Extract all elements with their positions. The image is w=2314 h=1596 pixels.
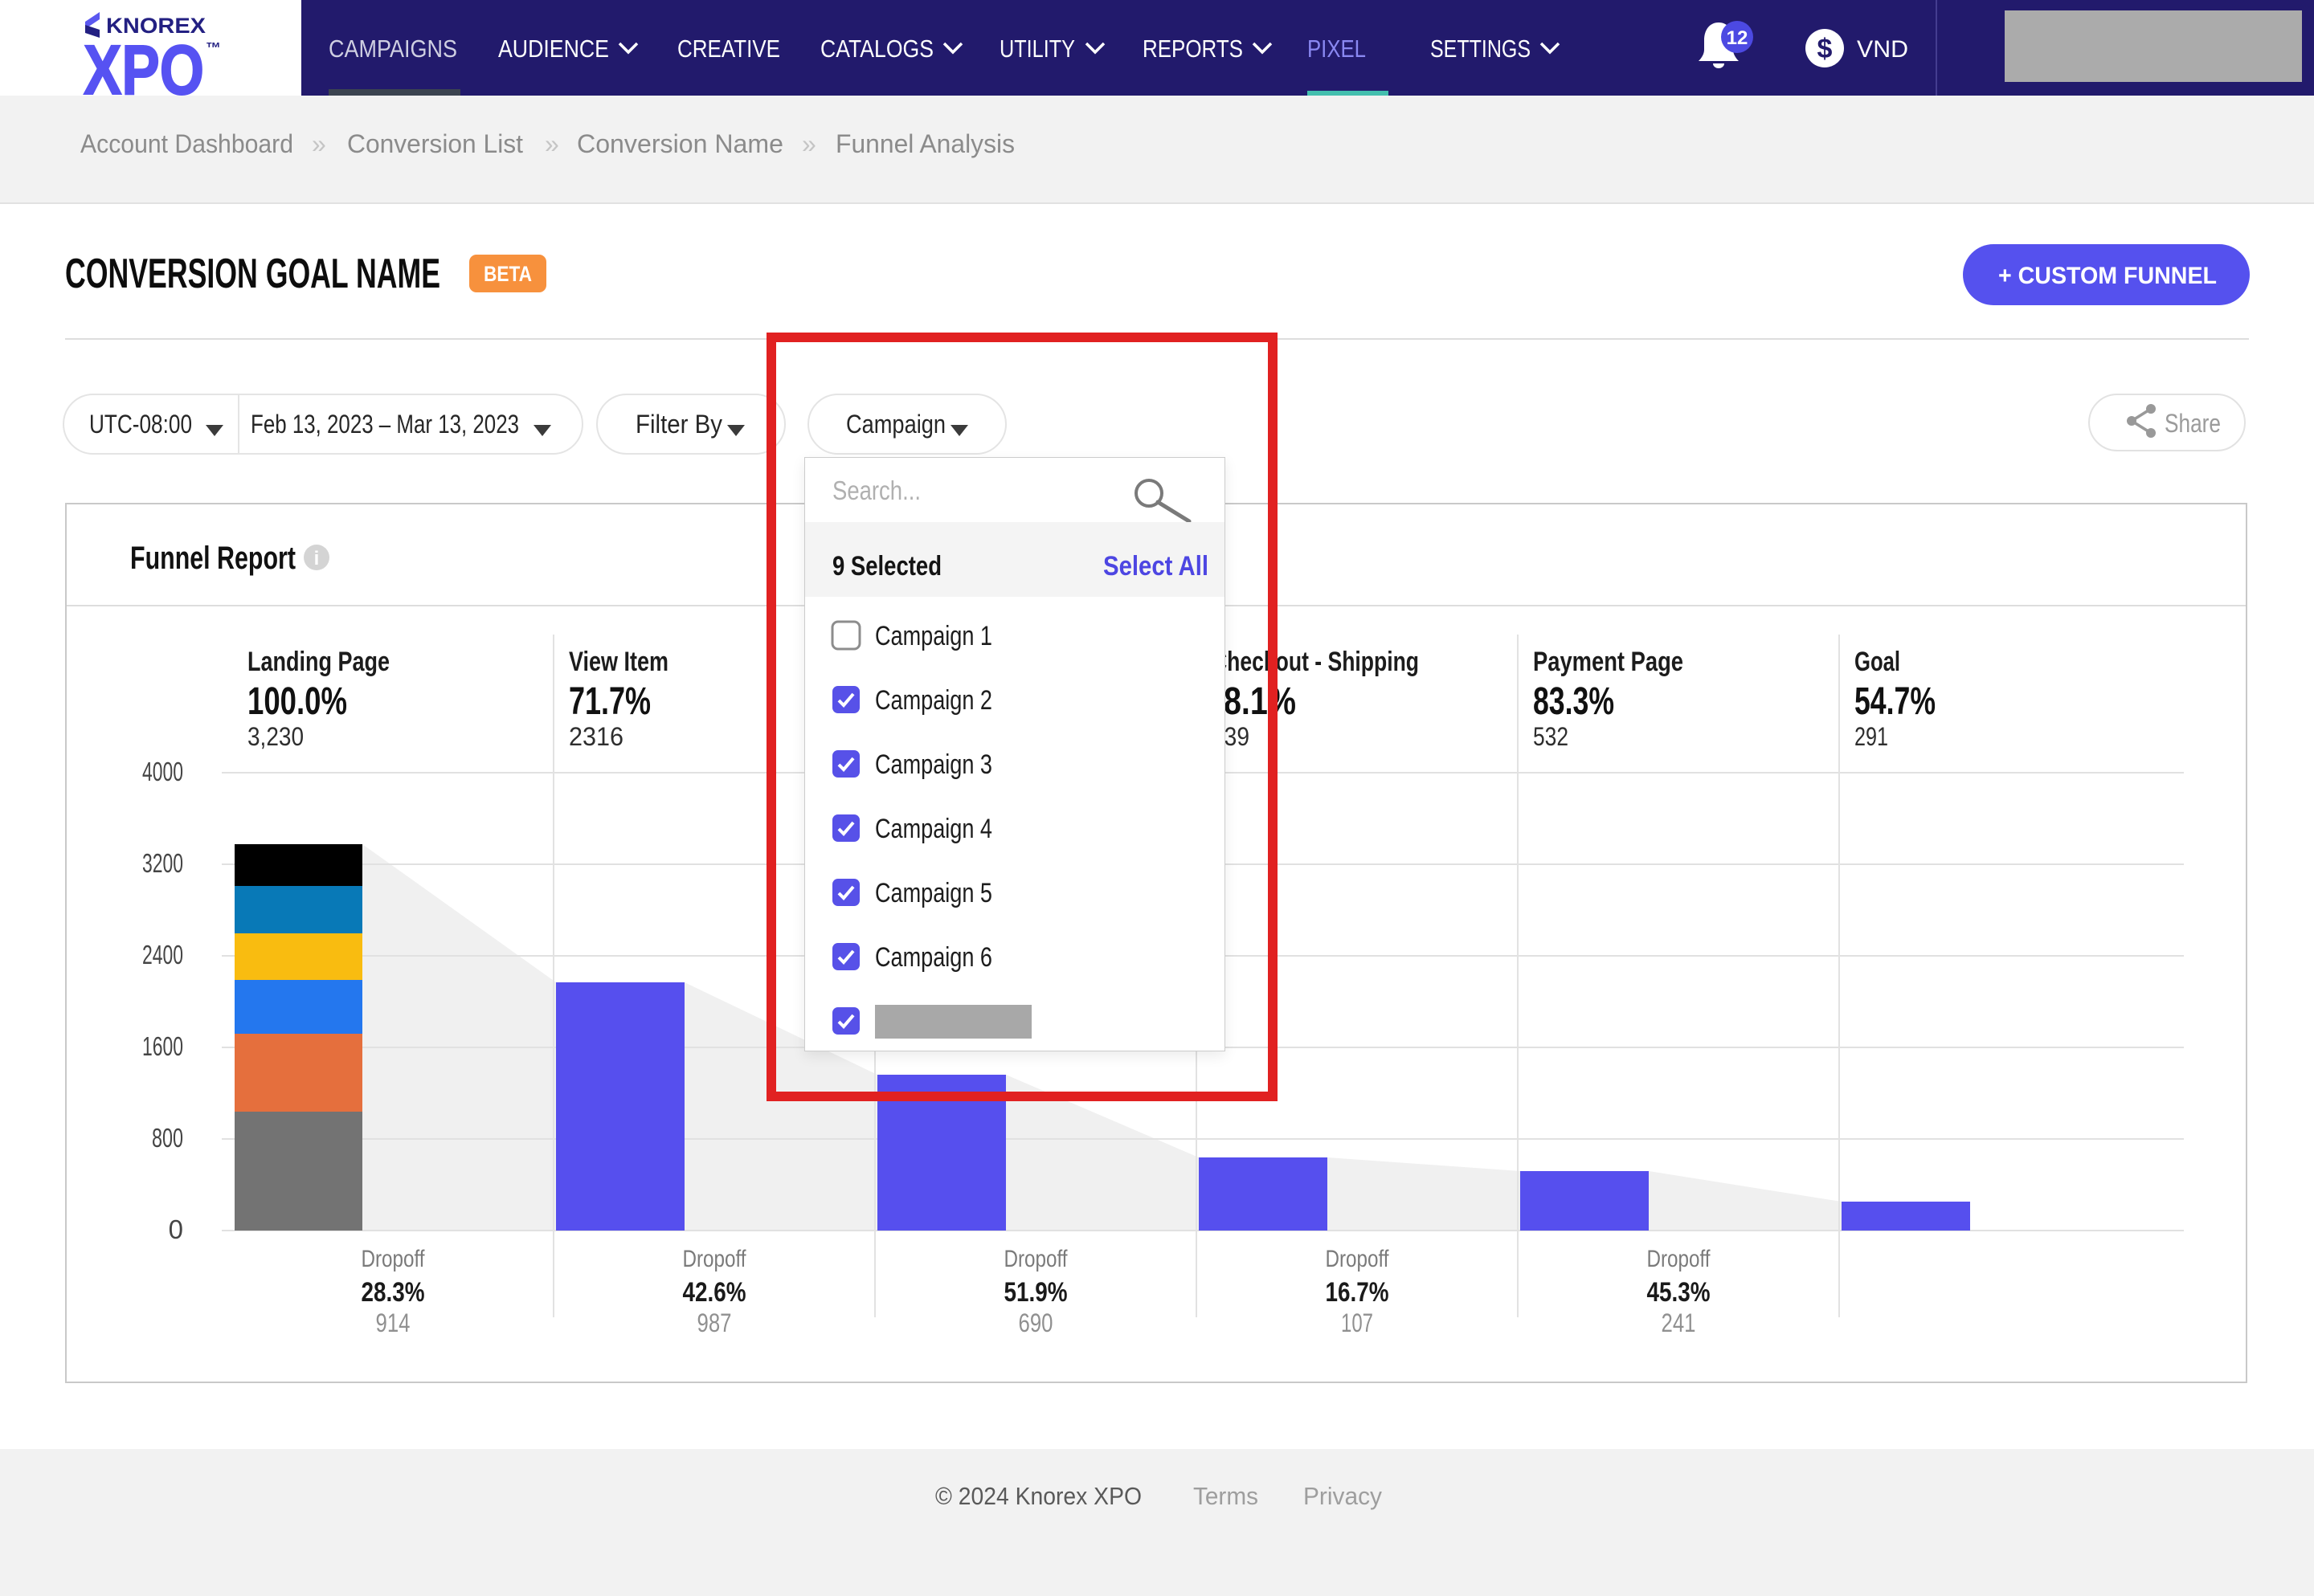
svg-text:51.9%: 51.9% bbox=[1004, 1277, 1068, 1308]
svg-text:+ CUSTOM FUNNEL: + CUSTOM FUNNEL bbox=[1998, 263, 2217, 289]
svg-text:71.7%: 71.7% bbox=[569, 680, 651, 723]
svg-text:690: 690 bbox=[1019, 1308, 1053, 1337]
svg-text:3,230: 3,230 bbox=[247, 722, 304, 751]
svg-text:KNOREX: KNOREX bbox=[106, 14, 206, 38]
svg-text:Campaign 1: Campaign 1 bbox=[875, 621, 992, 651]
svg-text:2316: 2316 bbox=[569, 722, 623, 751]
svg-text:241: 241 bbox=[1662, 1308, 1696, 1337]
svg-text:9 Selected: 9 Selected bbox=[832, 551, 942, 582]
svg-text:Privacy: Privacy bbox=[1303, 1482, 1382, 1510]
svg-text:Funnel Analysis: Funnel Analysis bbox=[836, 129, 1015, 158]
svg-text:Funnel Report: Funnel Report bbox=[130, 541, 296, 576]
svg-text:XPO: XPO bbox=[84, 31, 204, 109]
svg-text:PIXEL: PIXEL bbox=[1307, 35, 1366, 63]
svg-text:»: » bbox=[545, 129, 559, 158]
svg-text:Terms: Terms bbox=[1193, 1482, 1258, 1510]
svg-text:Checkout - Shipping: Checkout - Shipping bbox=[1212, 647, 1419, 677]
svg-text:987: 987 bbox=[697, 1308, 732, 1337]
svg-text:CATALOGS: CATALOGS bbox=[820, 35, 934, 63]
svg-text:Campaign 3: Campaign 3 bbox=[875, 749, 992, 780]
svg-text:Select All: Select All bbox=[1103, 551, 1208, 582]
svg-text:Dropoff: Dropoff bbox=[1004, 1246, 1069, 1272]
svg-text:Campaign: Campaign bbox=[846, 410, 946, 439]
svg-text:REPORTS: REPORTS bbox=[1143, 35, 1243, 63]
svg-text:CAMPAIGNS: CAMPAIGNS bbox=[329, 35, 457, 63]
svg-text:Campaign 2: Campaign 2 bbox=[875, 685, 992, 716]
svg-text:Dropoff: Dropoff bbox=[1326, 1246, 1390, 1272]
svg-text:12: 12 bbox=[1727, 27, 1748, 49]
svg-text:800: 800 bbox=[152, 1123, 183, 1153]
svg-text:Campaign 6: Campaign 6 bbox=[875, 942, 992, 973]
svg-text:291: 291 bbox=[1854, 722, 1888, 751]
svg-text:28.3%: 28.3% bbox=[362, 1277, 425, 1308]
svg-text:View Item: View Item bbox=[569, 647, 668, 677]
svg-text:UTC-08:00: UTC-08:00 bbox=[89, 410, 192, 439]
svg-text:™: ™ bbox=[206, 40, 221, 57]
svg-text:1600: 1600 bbox=[142, 1031, 183, 1061]
svg-text:CONVERSION GOAL NAME: CONVERSION GOAL NAME bbox=[65, 251, 440, 297]
svg-text:i: i bbox=[314, 548, 320, 569]
svg-text:107: 107 bbox=[1341, 1308, 1373, 1337]
svg-text:Conversion List: Conversion List bbox=[347, 129, 523, 158]
svg-text:83.3%: 83.3% bbox=[1533, 680, 1614, 723]
svg-text:Dropoff: Dropoff bbox=[362, 1246, 426, 1272]
svg-text:Search...: Search... bbox=[832, 476, 921, 505]
svg-text:BETA: BETA bbox=[484, 262, 532, 286]
svg-text:Account Dashboard: Account Dashboard bbox=[80, 129, 293, 158]
svg-text:Landing Page: Landing Page bbox=[247, 647, 390, 677]
svg-text:AUDIENCE: AUDIENCE bbox=[498, 35, 609, 63]
svg-text:45.3%: 45.3% bbox=[1647, 1277, 1711, 1308]
svg-text:4000: 4000 bbox=[142, 757, 183, 786]
svg-text:UTILITY: UTILITY bbox=[1000, 35, 1075, 63]
svg-text:42.6%: 42.6% bbox=[683, 1277, 746, 1308]
svg-text:54.7%: 54.7% bbox=[1854, 680, 1936, 723]
svg-text:Payment Page: Payment Page bbox=[1533, 647, 1683, 677]
svg-text:© 2024 Knorex XPO: © 2024 Knorex XPO bbox=[935, 1482, 1142, 1510]
svg-text:»: » bbox=[802, 129, 816, 158]
svg-text:Goal: Goal bbox=[1854, 647, 1900, 677]
svg-text:16.7%: 16.7% bbox=[1326, 1277, 1389, 1308]
svg-text:Campaign 5: Campaign 5 bbox=[875, 878, 992, 908]
svg-text:$: $ bbox=[1817, 34, 1833, 64]
svg-text:SETTINGS: SETTINGS bbox=[1430, 35, 1531, 63]
svg-text:Dropoff: Dropoff bbox=[1647, 1246, 1711, 1272]
svg-text:3200: 3200 bbox=[142, 848, 183, 878]
svg-text:CREATIVE: CREATIVE bbox=[677, 35, 780, 63]
svg-text:Filter By: Filter By bbox=[636, 410, 722, 439]
svg-text:Conversion Name: Conversion Name bbox=[577, 129, 783, 158]
svg-text:»: » bbox=[312, 129, 326, 158]
svg-text:Feb 13, 2023 – Mar 13, 2023: Feb 13, 2023 – Mar 13, 2023 bbox=[251, 410, 519, 439]
svg-text:100.0%: 100.0% bbox=[247, 680, 347, 723]
svg-text:Dropoff: Dropoff bbox=[683, 1246, 747, 1272]
svg-text:Share: Share bbox=[2165, 409, 2221, 438]
svg-text:0: 0 bbox=[169, 1214, 183, 1244]
svg-text:Campaign 4: Campaign 4 bbox=[875, 814, 992, 844]
svg-text:914: 914 bbox=[376, 1308, 411, 1337]
svg-text:VND: VND bbox=[1857, 36, 1908, 63]
svg-text:2400: 2400 bbox=[142, 940, 183, 969]
svg-text:532: 532 bbox=[1533, 722, 1568, 751]
